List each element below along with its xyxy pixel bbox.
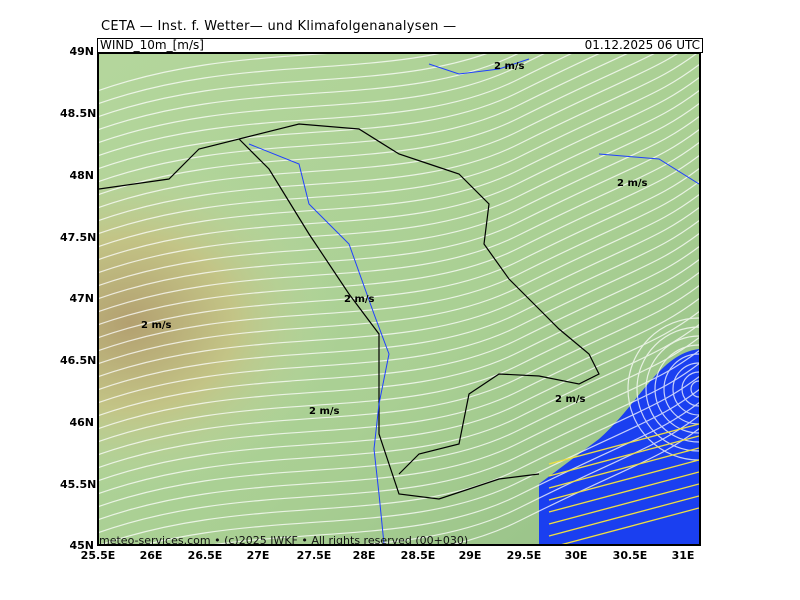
- streamline: [99, 311, 699, 482]
- longitude-label: 29.5E: [506, 549, 542, 562]
- streamline: [99, 285, 699, 456]
- longitude-label: 30E: [564, 549, 588, 562]
- streamline: [145, 389, 699, 544]
- streamline: [99, 233, 699, 404]
- streamline-vortex: [645, 335, 699, 443]
- streamline: [214, 402, 699, 544]
- streamline: [99, 54, 328, 92]
- streamline: [99, 54, 655, 196]
- wind-label: 2 m/s: [494, 61, 525, 72]
- strong-streamline: [548, 423, 699, 465]
- longitude-label: 28.5E: [400, 549, 436, 562]
- longitude-label: 27E: [246, 549, 270, 562]
- streamline: [99, 259, 699, 430]
- longitude-label: 26E: [139, 549, 163, 562]
- streamline-vortex: [636, 326, 699, 452]
- streamline: [99, 168, 699, 339]
- strong-streamline: [548, 471, 699, 513]
- wind-label: 2 m/s: [617, 178, 648, 189]
- longitude-label: 31E: [671, 549, 695, 562]
- streamlines: [99, 54, 699, 544]
- streamline: [99, 54, 488, 118]
- streamline: [99, 54, 600, 170]
- latitude-label: 48.5N: [60, 107, 97, 120]
- copyright-footer: meteo-services.com • (c)2025 IWKF • All …: [99, 534, 469, 547]
- product-title: CETA — Inst. f. Wetter— und Klimafolgena…: [101, 19, 457, 34]
- streamline: [99, 337, 699, 508]
- strong-streamline: [548, 483, 699, 525]
- streamline: [99, 207, 699, 378]
- streamline: [99, 220, 699, 391]
- wind-label: 2 m/s: [555, 394, 586, 405]
- streamline: [99, 363, 699, 534]
- streamline: [99, 272, 699, 443]
- streamline: [99, 181, 699, 352]
- streamline-vortex: [627, 317, 699, 461]
- wind-label: 2 m/s: [309, 406, 340, 417]
- streamline: [99, 54, 628, 183]
- streamline: [363, 415, 699, 544]
- streamline: [99, 54, 545, 144]
- streamline: [99, 90, 699, 261]
- streamline: [99, 116, 699, 287]
- latitude-label: 45N: [69, 539, 94, 552]
- streamline: [452, 428, 699, 544]
- longitude-label: 25.5E: [80, 549, 116, 562]
- rivers: [248, 58, 699, 544]
- wind-map: 2 m/s 2 m/s 2 m/s 2 m/s 2 m/s 2 m/s: [97, 52, 701, 546]
- streamline: [99, 324, 699, 495]
- variable-label: WIND_10m_[m/s]: [100, 38, 204, 52]
- streamline: [99, 298, 699, 469]
- streamline: [99, 194, 699, 365]
- latitude-label: 46.5N: [60, 354, 97, 367]
- strong-streamline: [561, 507, 699, 544]
- streamline-vortex: [672, 362, 699, 416]
- streamline-vortex: [663, 353, 699, 425]
- wind-label: 2 m/s: [141, 320, 172, 331]
- strong-streamline: [548, 447, 699, 489]
- streamline: [99, 54, 572, 157]
- streamline: [99, 54, 519, 131]
- country-borders: [99, 123, 600, 500]
- strong-streamline: [548, 435, 699, 477]
- latitude-label: 49N: [69, 45, 94, 58]
- latitude-label: 45.5N: [60, 478, 97, 491]
- streamline: [99, 246, 699, 417]
- wind-map-canvas: 2 m/s 2 m/s 2 m/s 2 m/s 2 m/s 2 m/s: [99, 54, 699, 544]
- wind-label: 2 m/s: [344, 294, 375, 305]
- latitude-label: 47.5N: [60, 231, 97, 244]
- streamline: [99, 54, 678, 209]
- streamline: [99, 142, 699, 313]
- longitude-label: 30.5E: [612, 549, 648, 562]
- streamline: [99, 155, 699, 326]
- streamline: [99, 54, 697, 222]
- longitude-label: 29E: [458, 549, 482, 562]
- longitude-label: 26.5E: [187, 549, 223, 562]
- latitude-label: 47N: [69, 292, 94, 305]
- strong-streamline: [548, 459, 699, 501]
- streamline-vortex: [681, 371, 699, 407]
- streamline: [99, 103, 699, 274]
- streamline: [99, 54, 440, 105]
- strong-streamlines: [548, 423, 699, 544]
- longitude-label: 27.5E: [296, 549, 332, 562]
- latitude-label: 46N: [69, 416, 94, 429]
- streamline: [99, 129, 699, 300]
- strong-streamline: [548, 495, 699, 537]
- streamline-vortex: [690, 380, 699, 398]
- map-header-bar: WIND_10m_[m/s] 01.12.2025 06 UTC: [97, 38, 703, 53]
- streamline: [99, 64, 699, 235]
- longitude-label: 28E: [352, 549, 376, 562]
- streamline-vortex: [654, 344, 699, 434]
- valid-time: 01.12.2025 06 UTC: [584, 38, 700, 52]
- streamline: [99, 77, 699, 248]
- latitude-label: 48N: [69, 169, 94, 182]
